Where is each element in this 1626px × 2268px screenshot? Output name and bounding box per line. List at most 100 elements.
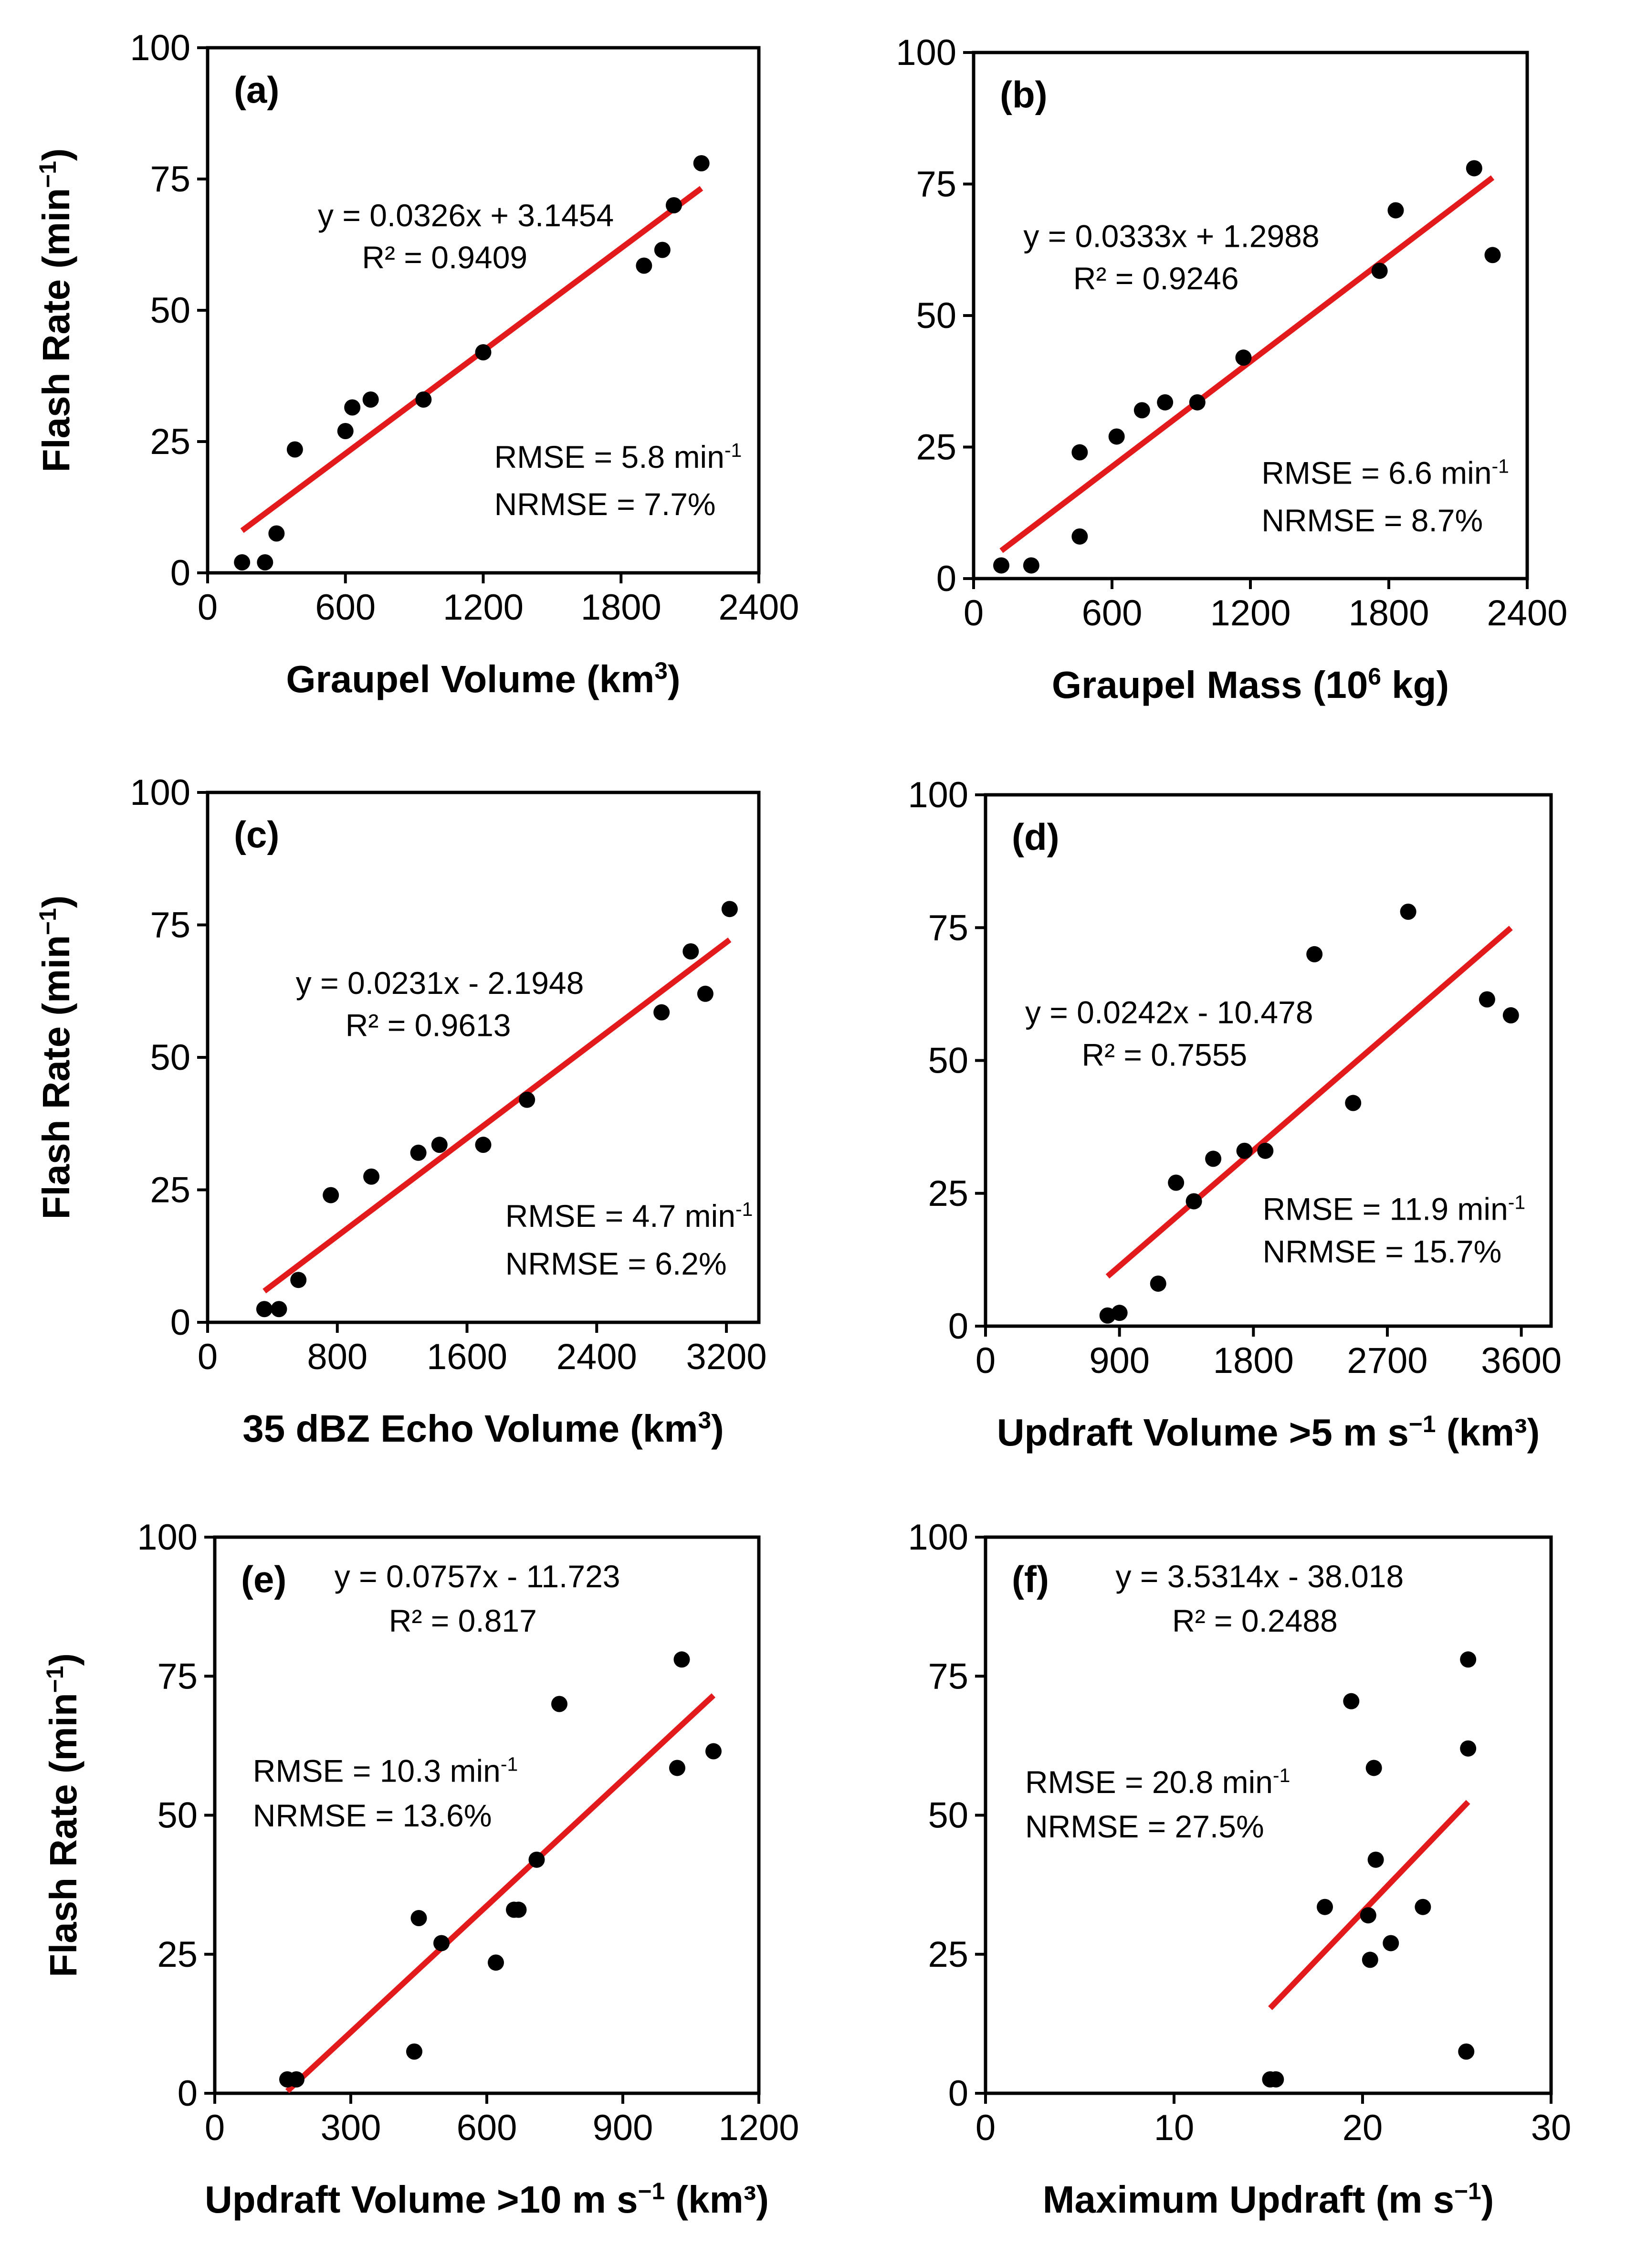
data-point (510, 1901, 527, 1918)
y-tick-label: 75 (150, 905, 190, 946)
nrmse-label: NRMSE = 8.7% (1261, 503, 1483, 538)
data-point (697, 985, 713, 1002)
y-tick-label: 0 (178, 2073, 198, 2114)
data-point (1343, 1693, 1360, 1709)
data-point (256, 1301, 273, 1318)
data-point (993, 557, 1009, 574)
x-axis-label: Maximum Updraft (m s−1) (1043, 2178, 1494, 2221)
data-point (1415, 1899, 1431, 1915)
data-point (1502, 1007, 1519, 1023)
x-tick-label: 900 (1089, 1340, 1150, 1381)
chart-panel-6: 0 25 50 75 100 0 10 20 30 Maximum Updraft (m s−1)… (908, 1517, 1571, 2221)
chart-panel-1: 0 25 50 75 100 0 600 1200 1800 2400 Graupel Volume… (34, 28, 799, 700)
x-tick-label: 3600 (1481, 1340, 1562, 1381)
data-point (1168, 1174, 1185, 1191)
chart-panel-2: 0 25 50 75 100 0 600 1200 1800 2400 Graupel Mass (… (896, 32, 1567, 706)
y-tick-label: 100 (908, 775, 968, 815)
x-tick-label: 0 (964, 593, 984, 633)
x-tick-label: 1800 (1213, 1340, 1294, 1381)
y-tick-label: 100 (908, 1517, 968, 1558)
y-tick-label: 25 (150, 1170, 190, 1211)
x-tick-label: 2400 (1487, 593, 1567, 633)
rmse-label: RMSE = 11.9 min-1 (1263, 1191, 1526, 1226)
data-point (1460, 1740, 1477, 1757)
data-point (1458, 2043, 1475, 2060)
data-point (693, 155, 710, 171)
r-squared: R² = 0.2488 (1172, 1603, 1338, 1638)
chart-panel-4: 0 25 50 75 100 0 900 1800 2700 3600 Updraft Volume… (908, 775, 1562, 1454)
x-tick-label: 30 (1531, 2108, 1572, 2148)
data-point (1071, 444, 1088, 461)
data-point (1317, 1899, 1333, 1915)
y-tick-label: 0 (948, 2073, 968, 2114)
x-tick-label: 2700 (1347, 1340, 1427, 1381)
x-tick-label: 0 (976, 1340, 996, 1381)
x-tick-label: 1200 (1210, 593, 1290, 633)
y-tick-label: 75 (150, 159, 190, 200)
y-tick-label: 25 (928, 1173, 968, 1214)
r-squared: R² = 0.817 (389, 1603, 537, 1638)
data-point (257, 554, 273, 570)
y-tick-label: 100 (137, 1517, 198, 1558)
y-tick-label: 0 (936, 559, 956, 599)
data-point (705, 1743, 722, 1760)
data-point (1466, 160, 1482, 177)
data-point (337, 423, 354, 439)
data-point (234, 554, 251, 570)
data-point (1157, 394, 1174, 411)
data-point (528, 1851, 545, 1868)
data-point (1023, 557, 1039, 574)
data-point (1367, 1851, 1384, 1868)
rmse-label: RMSE = 6.6 min-1 (1261, 455, 1509, 491)
data-point (475, 344, 492, 360)
x-tick-label: 20 (1343, 2108, 1383, 2148)
data-point (1387, 202, 1404, 219)
data-point (1205, 1150, 1222, 1167)
fit-equation: y = 0.0231x - 2.1948 (296, 965, 584, 1001)
x-tick-label: 0 (205, 2108, 225, 2148)
data-point (653, 1004, 670, 1021)
x-tick-label: 10 (1154, 2108, 1195, 2148)
data-point (271, 1301, 287, 1318)
plot-frame (206, 791, 761, 1324)
y-tick-label: 100 (896, 32, 956, 73)
data-point (673, 1651, 690, 1668)
x-axis-label: Graupel Mass (106 kg) (1052, 663, 1449, 706)
x-tick-label: 1600 (427, 1337, 507, 1377)
nrmse-label: NRMSE = 6.2% (505, 1246, 727, 1281)
y-tick-label: 50 (916, 295, 956, 336)
rmse-label: RMSE = 20.8 min-1 (1025, 1764, 1290, 1800)
x-axis-label: Updraft Volume >10 m s−1 (km³) (205, 2178, 769, 2221)
data-point (344, 399, 361, 416)
r-squared: R² = 0.7555 (1081, 1037, 1247, 1073)
data-point (1071, 528, 1088, 545)
y-axis-label: Flash Rate (min−1) (42, 1653, 84, 1977)
data-point (1235, 349, 1252, 366)
x-tick-label: 1200 (443, 587, 524, 628)
plot-frame (972, 51, 1529, 580)
regression-line (285, 1693, 716, 2093)
y-tick-label: 25 (916, 427, 956, 468)
fit-equation: y = 0.0333x + 1.2988 (1023, 219, 1319, 254)
data-point (519, 1091, 535, 1108)
x-tick-label: 900 (593, 2108, 653, 2148)
data-point (1365, 1760, 1382, 1776)
y-tick-label: 75 (916, 164, 956, 205)
data-point (1150, 1275, 1166, 1292)
data-point (1484, 247, 1501, 264)
x-axis-label: Updraft Volume >5 m s−1 (km³) (997, 1411, 1540, 1454)
data-point (665, 197, 682, 213)
data-point (1268, 2071, 1284, 2088)
nrmse-label: NRMSE = 27.5% (1025, 1809, 1264, 1844)
y-tick-label: 50 (150, 290, 190, 331)
regression-line (240, 186, 703, 533)
panel-label: (a) (234, 69, 279, 111)
rmse-label: RMSE = 10.3 min-1 (253, 1753, 518, 1789)
x-tick-label: 2400 (718, 587, 799, 628)
data-point (1185, 1193, 1202, 1210)
data-point (1111, 1305, 1128, 1321)
y-tick-label: 0 (948, 1306, 968, 1347)
r-squared: R² = 0.9409 (362, 240, 527, 275)
data-point (433, 1935, 450, 1952)
y-tick-label: 100 (130, 772, 190, 813)
